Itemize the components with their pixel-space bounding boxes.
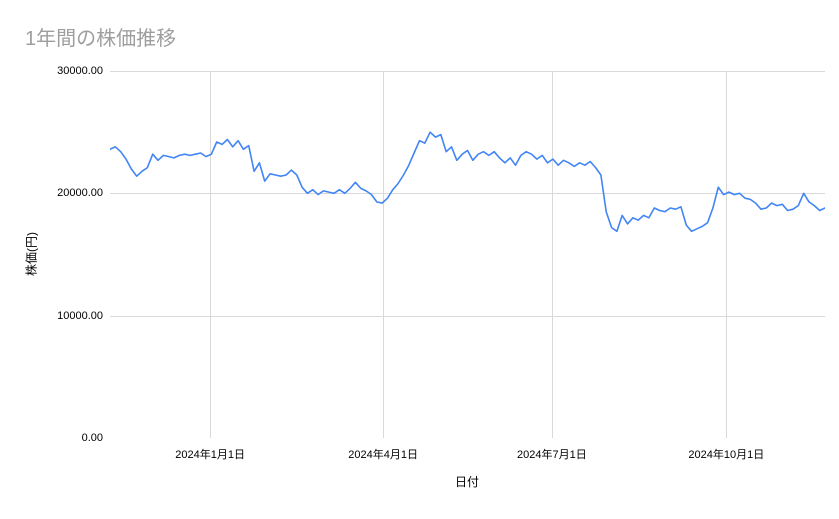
y-tick-label: 20000.00 [57, 187, 103, 200]
x-tick-label: 2024年1月1日 [175, 449, 245, 461]
y-tick-label: 0.00 [81, 432, 103, 444]
y-axis-title: 株価(円) [24, 232, 39, 276]
x-axis-title: 日付 [454, 475, 480, 489]
chart-title: 1年間の株価推移 [25, 28, 177, 50]
plot-area [109, 71, 826, 439]
x-tick-label: 2024年7月1日 [517, 449, 587, 461]
price-line [109, 131, 826, 233]
y-tick-label: 30000.00 [57, 65, 103, 77]
plot-svg [109, 71, 826, 439]
x-tick-label: 2024年10月1日 [688, 449, 765, 461]
y-tick-label: 10000.00 [57, 309, 103, 322]
x-tick-label: 2024年4月1日 [348, 449, 418, 461]
